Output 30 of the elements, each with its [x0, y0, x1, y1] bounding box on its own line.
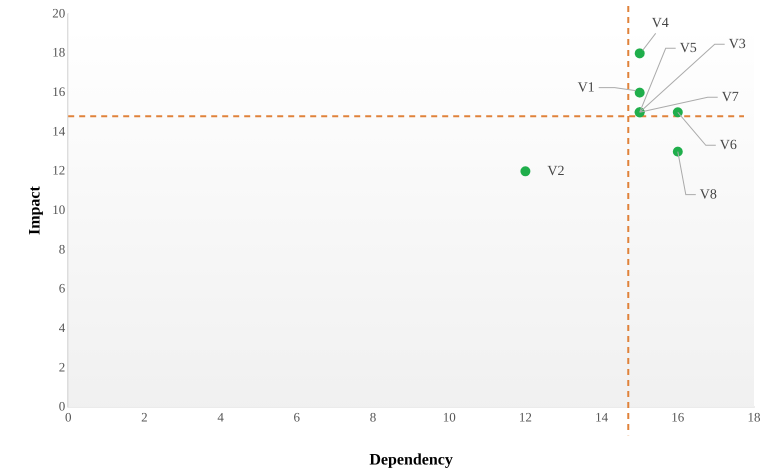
y-tick-label: 2	[58, 359, 66, 374]
x-tick-label: 16	[671, 409, 685, 424]
x-tick-label: 2	[141, 409, 148, 424]
annotation: V8	[700, 187, 717, 202]
y-tick-label: 16	[52, 84, 66, 100]
annotation: V7	[722, 90, 739, 105]
x-tick-label: 6	[294, 409, 301, 424]
annotation: V3	[728, 36, 746, 52]
x-tick-label: 8	[370, 409, 376, 424]
annotation: V6	[720, 138, 737, 153]
x-axis-title: Dependency	[369, 452, 453, 469]
x-tick-label: 4	[217, 409, 224, 424]
y-tick-label: 8	[58, 241, 66, 256]
y-tick-label: 12	[52, 162, 66, 178]
annotation: V2	[547, 164, 565, 179]
y-tick-label: 0	[58, 398, 66, 414]
y-tick-label: 20	[52, 5, 66, 20]
x-tick-label: 18	[748, 409, 760, 424]
x-tick-label: 14	[595, 409, 609, 424]
annotation: V5	[680, 40, 697, 56]
y-tick-label: 6	[58, 280, 66, 296]
y-tick-label: 10	[52, 202, 66, 218]
x-tick-label: 12	[518, 409, 532, 424]
y-tick-label: 4	[58, 320, 66, 335]
y-axis-title: Impact	[26, 185, 44, 236]
annotation: V1	[578, 80, 595, 96]
y-tick-label: 14	[52, 123, 66, 138]
annotation: V4	[652, 16, 669, 31]
x-tick-label: 10	[442, 409, 456, 424]
y-tick-label: 18	[52, 44, 66, 60]
